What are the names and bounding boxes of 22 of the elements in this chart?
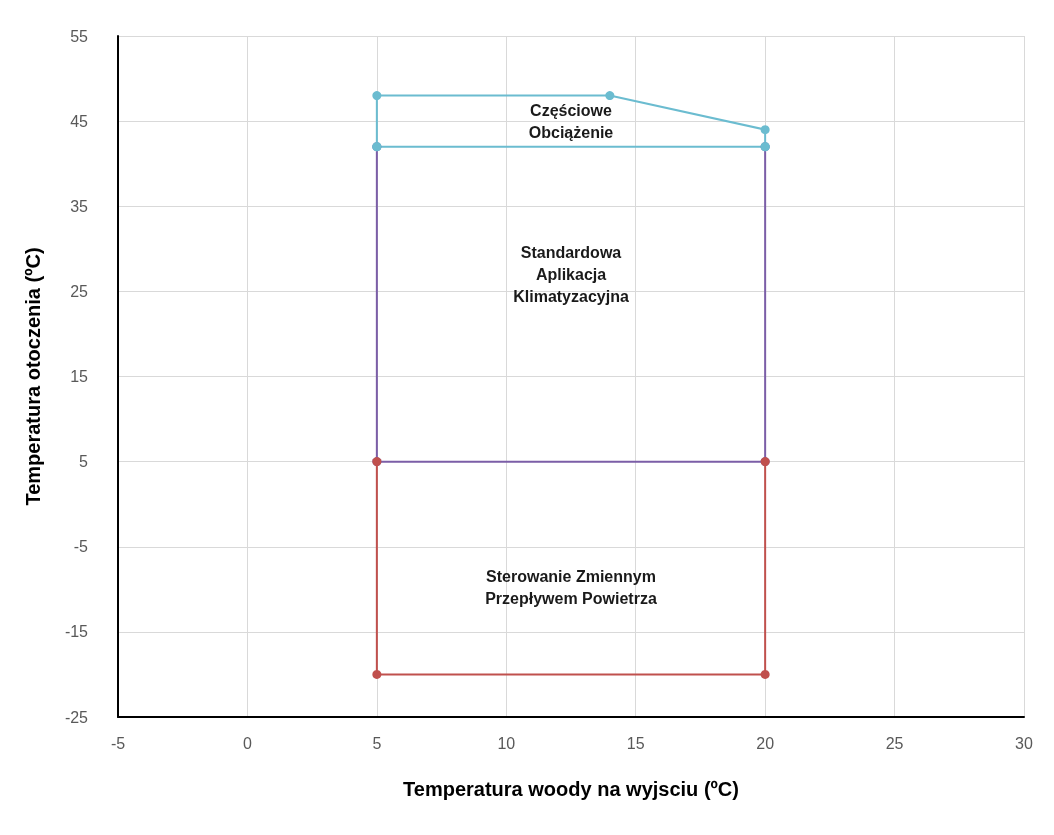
x-tick-label: 20: [756, 734, 775, 752]
y-axis-title: Temperatura otoczenia (ºC): [22, 247, 44, 506]
y-tick-label: 55: [70, 27, 89, 45]
annotation: Standardowa Aplikacja Klimatyzacyjna: [513, 243, 629, 305]
x-tick-label: 10: [497, 734, 516, 752]
annotation: Częściowe Obciążenie: [528, 102, 614, 142]
annotation: Sterowanie Zmiennym Przepływem Powietrza: [485, 568, 657, 608]
y-tick-label: -5: [73, 538, 89, 556]
y-tick-label: 5: [79, 453, 89, 471]
x-tick-label: 15: [626, 734, 645, 752]
y-tick-label: 15: [70, 368, 89, 385]
y-tick-label: -25: [64, 708, 89, 726]
y-tick-label: 45: [70, 112, 89, 130]
x-axis-title: Temperatura woody na wyjsciu (ºC): [403, 778, 739, 800]
y-tick-label: -15: [64, 623, 89, 641]
x-tick-label: -5: [110, 734, 126, 752]
x-tick-label: 25: [885, 734, 904, 752]
y-tick-label: 25: [70, 282, 89, 300]
x-tick-label: 30: [1015, 734, 1033, 752]
y-tick-label: 35: [70, 197, 89, 215]
x-tick-label: 0: [242, 734, 252, 752]
x-tick-label: 5: [372, 734, 382, 752]
